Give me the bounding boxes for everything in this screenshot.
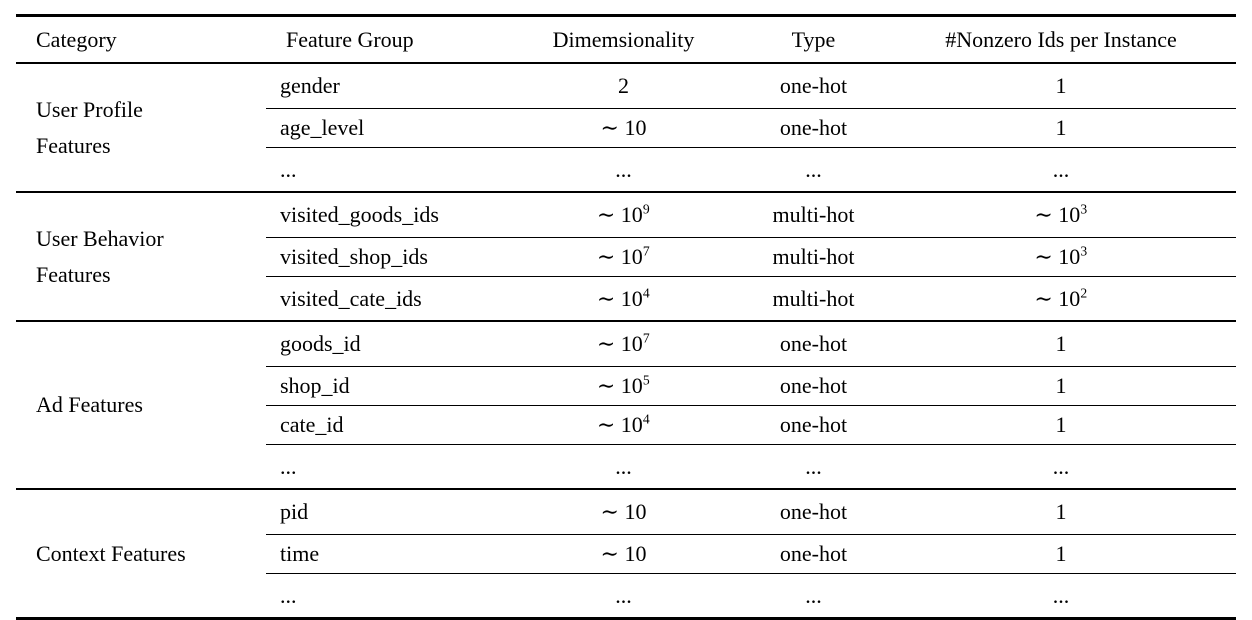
table-row: ... ... ... ... — [16, 444, 1236, 490]
feature-cell: ... — [266, 147, 506, 193]
nonzero-cell: 1 — [886, 108, 1236, 148]
dimensionality-cell: ∼ 10 — [506, 489, 741, 535]
paper-table-figure: Category Feature Group Dimemsionality Ty… — [16, 14, 1236, 620]
type-cell: one-hot — [741, 366, 886, 406]
type-cell: multi-hot — [741, 276, 886, 322]
table-row: User Behavior Features visited_goods_ids… — [16, 192, 1236, 322]
nonzero-cell: 1 — [886, 489, 1236, 535]
dimensionality-cell: ∼ 107 — [506, 237, 741, 277]
table-row: cate_id ∼ 104 one-hot 1 — [16, 405, 1236, 445]
feature-cell: visited_goods_ids — [266, 192, 506, 238]
table-row: Ad Features goods_id ∼ 107 one-hot 1 — [16, 321, 1236, 490]
table-header: Category Feature Group Dimemsionality Ty… — [16, 15, 1236, 64]
nonzero-cell: ... — [886, 147, 1236, 193]
nonzero-cell: 1 — [886, 534, 1236, 574]
col-header-feature-group: Feature Group — [266, 15, 506, 64]
table-row: shop_id ∼ 105 one-hot 1 — [16, 366, 1236, 406]
dimensionality-cell: ... — [615, 582, 632, 608]
feature-cell: goods_id — [266, 321, 506, 367]
dimensionality-cell: ∼ 104 — [506, 276, 741, 322]
feature-cell: time — [266, 534, 506, 574]
feature-cell: visited_cate_ids — [266, 276, 506, 322]
table-body: User Profile Features gender 2 one-hot 1… — [16, 63, 1236, 619]
feature-cell: shop_id — [266, 366, 506, 406]
dimensionality-cell: ... — [506, 444, 741, 490]
nonzero-cell: ∼ 103 — [886, 192, 1236, 238]
table-row: time ∼ 10 one-hot 1 — [16, 534, 1236, 574]
dimensionality-cell: ∼ 10 — [506, 108, 741, 148]
category-cell: Context Features — [36, 540, 186, 566]
nonzero-cell: ∼ 102 — [886, 276, 1236, 322]
nonzero-cell: 1 — [886, 366, 1236, 406]
type-cell: ... — [741, 147, 886, 193]
category-cell: User Profile Features — [16, 63, 266, 193]
feature-cell: cate_id — [266, 405, 506, 445]
feature-cell: pid — [266, 489, 506, 535]
dimensionality-cell: 2 — [506, 63, 741, 109]
table-row: Context Features pid ∼ 10 one-hot 1 — [16, 489, 1236, 566]
type-cell: one-hot — [741, 534, 886, 574]
table-row: ... ... ... ... — [16, 147, 1236, 193]
type-cell: one-hot — [741, 63, 886, 109]
nonzero-cell: 1 — [886, 321, 1236, 367]
nonzero-cell: 1 — [886, 405, 1236, 445]
nonzero-cell: ∼ 103 — [886, 237, 1236, 277]
category-cell: Ad Features — [16, 321, 266, 490]
table-row: visited_cate_ids ∼ 104 multi-hot ∼ 102 — [16, 276, 1236, 322]
feature-cell: ... — [266, 444, 506, 490]
dimensionality-cell: ... — [506, 147, 741, 193]
header-row: Category Feature Group Dimemsionality Ty… — [16, 15, 1236, 64]
feature-statistics-table: Category Feature Group Dimemsionality Ty… — [16, 14, 1236, 620]
type-cell: one-hot — [741, 405, 886, 445]
table-row: ... ... ... ... — [16, 574, 1236, 619]
dimensionality-cell: ∼ 104 — [506, 405, 741, 445]
category-cell: User Behavior Features — [16, 192, 266, 322]
col-header-nonzero: #Nonzero Ids per Instance — [886, 15, 1236, 64]
dimensionality-cell: ∼ 105 — [506, 366, 741, 406]
dimensionality-cell: ∼ 109 — [506, 192, 741, 238]
type-cell: one-hot — [741, 489, 886, 535]
nonzero-cell: ... — [1052, 582, 1070, 608]
feature-cell: visited_shop_ids — [266, 237, 506, 277]
type-cell: one-hot — [741, 108, 886, 148]
dimensionality-cell: ∼ 107 — [506, 321, 741, 367]
col-header-category: Category — [16, 15, 266, 64]
table-row: User Profile Features gender 2 one-hot 1 — [16, 63, 1236, 193]
table-row: age_level ∼ 10 one-hot 1 — [16, 108, 1236, 148]
type-cell: multi-hot — [741, 237, 886, 277]
nonzero-cell: ... — [886, 444, 1236, 490]
col-header-type: Type — [741, 15, 886, 64]
feature-cell: gender — [266, 63, 506, 109]
type-cell: one-hot — [741, 321, 886, 367]
type-cell: ... — [741, 444, 886, 490]
type-cell: multi-hot — [741, 192, 886, 238]
feature-cell: ... — [280, 582, 297, 608]
table-row: visited_shop_ids ∼ 107 multi-hot ∼ 103 — [16, 237, 1236, 277]
type-cell: ... — [805, 582, 822, 608]
feature-cell: age_level — [266, 108, 506, 148]
col-header-dimensionality: Dimemsionality — [506, 15, 741, 64]
nonzero-cell: 1 — [886, 63, 1236, 109]
dimensionality-cell: ∼ 10 — [506, 534, 741, 574]
